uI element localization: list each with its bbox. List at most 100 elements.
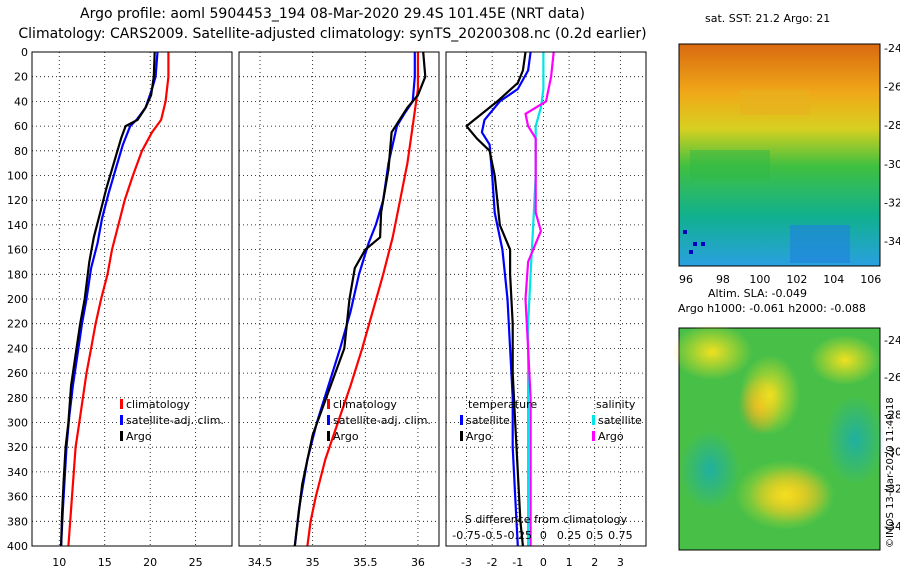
legend-swatch [120,399,123,409]
x-tick-label: 35.5 [353,556,378,569]
s-tick-label: 0.25 [557,529,582,542]
y-tick-label: 80 [14,145,28,158]
series-line-argo [60,51,156,547]
legend-swatch [327,415,330,425]
legend-swatch [327,431,330,441]
difference-from-climatology-panel: -3 -2 -1 0 1 2 3 temperature salinity satellite Ar… [445,51,647,569]
y-tick-label: 100 [7,170,28,183]
sla-lat-label: -30 [884,446,900,459]
x-tick-label: 1 [566,556,573,569]
sst-lat-label: -26 [884,81,900,94]
y-tick-label: 280 [7,392,28,405]
x-tick-label: 20 [143,556,157,569]
series-line-salinity-satellite [526,52,545,546]
x-axis-title: S difference from climatology [465,513,628,526]
sst-map-title: sat. SST: 21.2 Argo: 21 [705,12,831,25]
sla-lat-label: -32 [884,483,900,496]
y-tick-label: 400 [7,540,28,553]
sst-lon-label: 104 [823,273,844,286]
y-tick-label: 200 [7,293,28,306]
x-tick-label: -2 [487,556,498,569]
s-tick-label: -0.75 [452,529,480,542]
legend-label: satellite [598,414,642,427]
legend-swatch [460,415,463,425]
x-tick-label: 10 [52,556,66,569]
y-tick-label: 20 [14,71,28,84]
legend-label: Argo [333,430,359,443]
plot-frame [31,51,233,547]
sla-map-subtitle: Argo h1000: -0.061 h2000: -0.088 [678,302,866,315]
s-tick-label: -0.5 [481,529,502,542]
x-tick-label: 15 [98,556,112,569]
sst-map [678,43,881,267]
legend-swatch [592,415,595,425]
series-line-argo [293,51,427,547]
y-tick-label: 40 [14,95,28,108]
legend-swatch [120,415,123,425]
y-tick-label: 0 [21,46,28,59]
sst-lon-label: 100 [749,273,770,286]
y-tick-label: 160 [7,244,28,257]
plot-frame [238,51,440,547]
s-tick-label: 0 [540,529,547,542]
series-line-climatology [306,52,419,547]
sla-lat-label: -34 [884,520,900,533]
figure-title-line1: Argo profile: aoml 5904453_194 08-Mar-20… [80,6,585,22]
sla-map-title: Altim. SLA: -0.049 [708,287,808,300]
legend-label: Argo [598,430,624,443]
sla-lat-label: -26 [884,371,900,384]
y-tick-label: 380 [7,515,28,528]
s-tick-label: 0.75 [608,529,633,542]
sst-lon-label: 106 [860,273,881,286]
y-tick-label: 60 [14,120,28,133]
sst-lon-label: 102 [786,273,807,286]
salinity-profile-panel: 34.5 35 35.5 36 climatology satellite-adj. cl… [238,51,440,569]
legend-label: Argo [126,430,152,443]
sla-lat-label: -28 [884,408,900,421]
legend-label: Argo [466,430,492,443]
x-tick-label: -3 [461,556,472,569]
plot-frame [445,51,647,547]
legend-label: climatology [333,398,397,411]
y-tick-label: 360 [7,491,28,504]
legend-title-temperature: temperature [468,398,537,411]
legend-swatch [327,399,330,409]
legend-swatch [460,431,463,441]
temperature-profile-panel: 10 15 20 25 0 20 40 60 80 100 120 140 160 180 200 220 24… [7,46,233,569]
y-tick-label: 220 [7,318,28,331]
sst-lat-label: -32 [884,196,900,209]
y-tick-label: 240 [7,342,28,355]
x-tick-label: 35 [306,556,320,569]
y-tick-label: 140 [7,219,28,232]
legend-label: climatology [126,398,190,411]
x-tick-label: 34.5 [248,556,273,569]
figure-title-line2: Climatology: CARS2009. Satellite-adjuste… [18,26,647,42]
legend-label: satellite-adj. clim. [126,414,224,427]
sst-lon-label: 96 [679,273,693,286]
x-tick-label: 2 [591,556,598,569]
sla-lat-label: -24 [884,334,900,347]
sst-lon-label: 98 [716,273,730,286]
y-tick-label: 300 [7,417,28,430]
series-line-climatology [67,52,170,547]
y-tick-label: 260 [7,367,28,380]
sst-lat-label: -24 [884,42,900,55]
y-tick-label: 120 [7,194,28,207]
y-tick-label: 180 [7,268,28,281]
sla-map [672,324,885,551]
legend-swatch [592,431,595,441]
series-line-temperature-satellite [480,51,532,547]
series-line-salinity-argo [524,51,555,546]
x-tick-label: 36 [411,556,425,569]
s-tick-label: 0.5 [586,529,604,542]
series-line-satellite-adj-clim- [60,51,159,547]
x-tick-label: -1 [512,556,523,569]
legend-swatch [120,431,123,441]
sst-lat-label: -30 [884,158,900,171]
x-tick-label: 3 [617,556,624,569]
x-tick-label: 0 [540,556,547,569]
y-tick-label: 320 [7,441,28,454]
legend-label: satellite [466,414,510,427]
sst-lat-label: -34 [884,235,900,248]
